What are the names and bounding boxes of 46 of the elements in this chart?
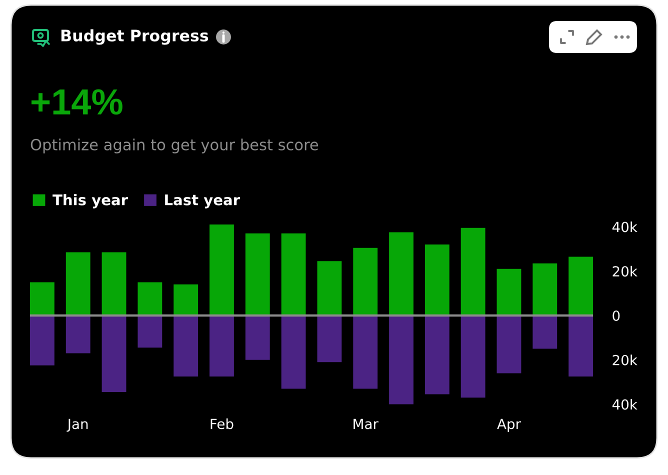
bar	[66, 252, 90, 316]
bar	[460, 228, 486, 316]
bar	[66, 316, 90, 354]
bar	[317, 261, 342, 316]
bar	[532, 316, 558, 349]
bar	[424, 316, 450, 394]
bar	[281, 233, 306, 316]
bar	[138, 282, 162, 316]
legend-label: This year	[52, 194, 128, 208]
bar	[102, 252, 126, 316]
bar	[353, 248, 378, 316]
y-tick-label: 40k	[612, 398, 638, 410]
bar	[496, 316, 522, 374]
x-tick-label: Apr	[497, 418, 521, 432]
chart-title: Budget Progress	[61, 29, 208, 45]
bar	[568, 256, 593, 316]
bar	[317, 316, 342, 362]
bar	[174, 284, 198, 316]
bar	[245, 316, 270, 360]
bar	[210, 224, 234, 316]
bar	[389, 232, 414, 316]
x-tick-label: Jan	[66, 418, 88, 432]
x-tick-label: Feb	[210, 418, 234, 430]
x-tick-label: Mar	[354, 418, 378, 430]
bar	[424, 244, 450, 316]
bar	[389, 316, 414, 404]
bar	[245, 233, 270, 316]
bar	[568, 316, 593, 377]
bar	[210, 316, 234, 377]
bar	[532, 263, 558, 316]
y-tick-label: 40k	[612, 221, 638, 232]
bar	[30, 282, 54, 316]
y-tick-label: 0	[612, 310, 620, 321]
y-tick-label: 20k	[612, 354, 638, 366]
text: +14%	[32, 89, 122, 115]
bar	[102, 316, 126, 392]
bar	[460, 316, 486, 398]
bar	[30, 316, 54, 366]
chart-subtitle: Optimize again to get your best score	[30, 138, 318, 154]
bar	[174, 316, 198, 377]
legend-label: Last year	[165, 194, 240, 208]
bar	[353, 316, 378, 389]
bar	[496, 268, 522, 316]
y-tick-label: 20k	[612, 266, 638, 277]
bar	[138, 316, 162, 348]
bar	[281, 316, 306, 389]
